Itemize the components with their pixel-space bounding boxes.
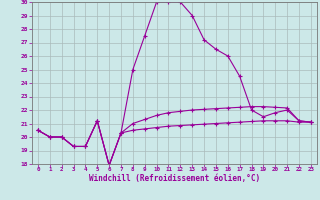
X-axis label: Windchill (Refroidissement éolien,°C): Windchill (Refroidissement éolien,°C) [89, 174, 260, 183]
